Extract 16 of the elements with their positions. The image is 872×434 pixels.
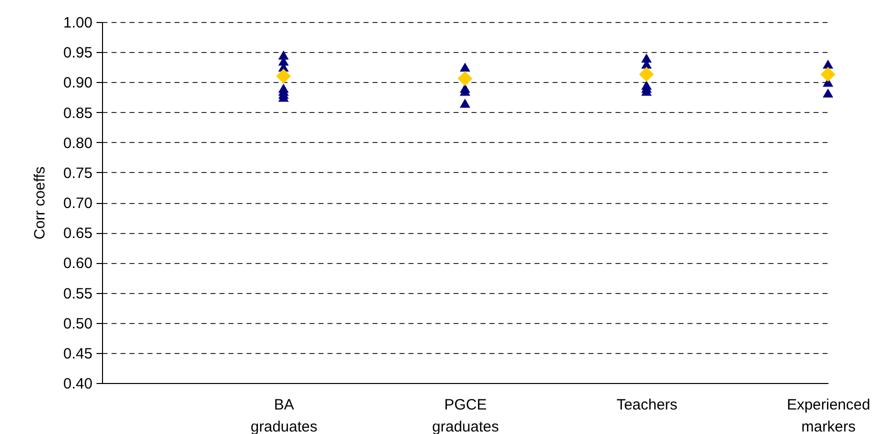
y-tick-label: 0.85	[63, 104, 92, 122]
x-tick-label: Teachers	[616, 396, 678, 414]
y-tick-label: 0.90	[63, 74, 92, 92]
y-tick-label: 0.70	[63, 195, 92, 212]
y-tick-label: 0.40	[63, 376, 92, 392]
y-tick-label: 0.50	[63, 315, 92, 332]
y-tick-label: 0.75	[63, 164, 92, 182]
y-tick-label: 0.45	[63, 345, 92, 362]
y-tick-label: 0.80	[63, 134, 92, 152]
y-tick-label: 0.55	[63, 285, 92, 302]
x-tick-label: Experienced markers	[786, 396, 870, 434]
y-tick-label: 0.65	[63, 225, 92, 242]
y-tick-label: 0.95	[63, 44, 92, 62]
y-axis-title: Corr coeffs	[31, 166, 48, 240]
y-tick-label: 1.00	[63, 14, 92, 32]
y-tick-label: 0.60	[63, 255, 92, 272]
